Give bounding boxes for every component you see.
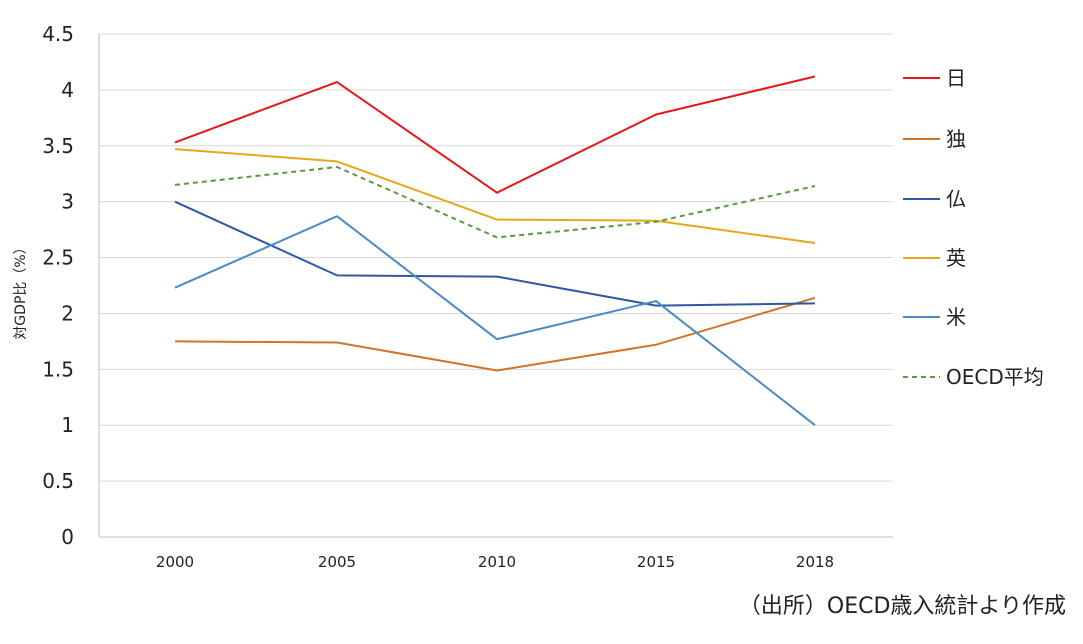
- series-line: [174, 166, 816, 239]
- y-tick-label: 3: [61, 190, 74, 214]
- series-line: [174, 296, 816, 372]
- y-tick-label: 0.5: [42, 469, 74, 493]
- gridlines: [99, 33, 893, 538]
- y-tick-label: 3.5: [42, 134, 74, 158]
- series-line: [174, 75, 816, 194]
- x-tick-label: 2018: [796, 553, 834, 571]
- y-tick-label: 2: [61, 301, 74, 325]
- y-tick-label: 4: [61, 78, 74, 102]
- legend-label: 英: [946, 246, 966, 270]
- legend-label: 日: [946, 66, 966, 90]
- x-tick-label: 2010: [478, 553, 516, 571]
- legend-label: OECD平均: [946, 365, 1044, 389]
- x-tick-labels: 2000 2005 2010 2015 2018: [156, 553, 834, 571]
- y-tick-label: 4.5: [42, 22, 74, 46]
- series-line: [174, 148, 816, 244]
- series-lines: [174, 75, 816, 426]
- legend-label: 米: [946, 305, 966, 329]
- y-tick-label: 1.5: [42, 357, 74, 381]
- legend-label: 独: [946, 127, 966, 151]
- y-tick-label: 1: [61, 413, 74, 437]
- y-tick-label: 2.5: [42, 246, 74, 270]
- series-line: [174, 215, 816, 426]
- x-tick-label: 2000: [156, 553, 194, 571]
- y-tick-labels: 0 0.5 1 1.5 2 2.5 3 3.5 4 4.5: [42, 22, 74, 549]
- series-line: [174, 200, 816, 307]
- y-tick-label: 0: [61, 525, 74, 549]
- legend-label: 仏: [946, 187, 966, 211]
- x-tick-label: 2015: [637, 553, 675, 571]
- x-tick-label: 2005: [318, 553, 356, 571]
- y-axis-label: 対GDP比（%）: [13, 240, 29, 339]
- source-note: （出所）OECD歳入統計より作成: [739, 594, 1066, 619]
